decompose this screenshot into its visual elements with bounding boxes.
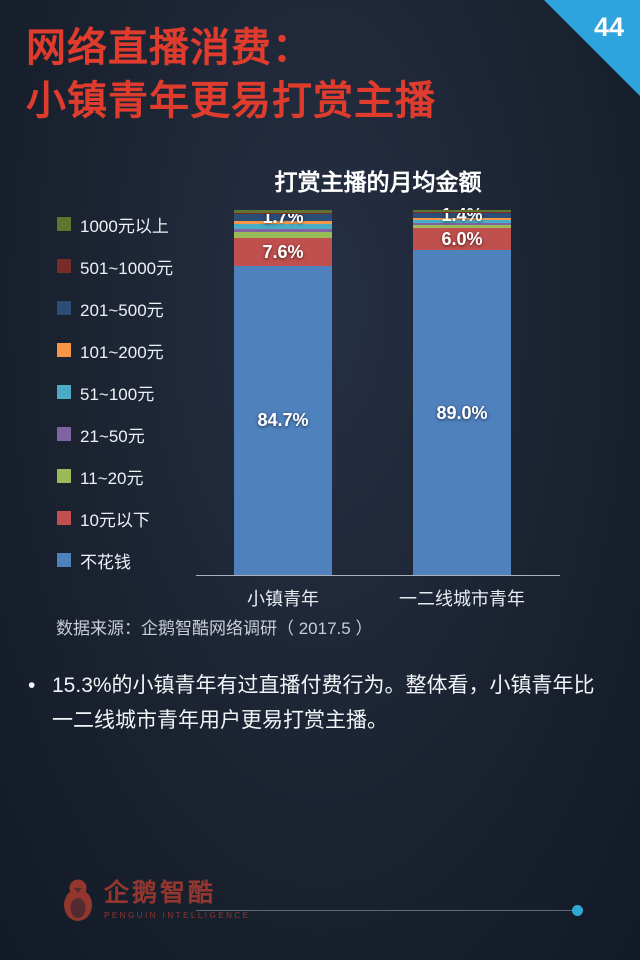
legend-swatch xyxy=(57,259,71,273)
footer-accent-dot xyxy=(572,905,583,916)
bar-segment xyxy=(413,211,511,213)
legend-item: 1000元以上 xyxy=(57,212,173,236)
legend-label: 101~200元 xyxy=(80,342,164,362)
legend-label: 501~1000元 xyxy=(80,258,174,278)
legend-item: 51~100元 xyxy=(57,380,173,404)
summary-bullet: • 15.3%的小镇青年有过直播付费行为。整体看，小镇青年比一二线城市青年用户更… xyxy=(28,668,614,738)
legend-label: 21~50元 xyxy=(80,426,145,446)
legend-item: 11~20元 xyxy=(57,464,173,488)
bullet-text: 15.3%的小镇青年有过直播付费行为。整体看，小镇青年比一二线城市青年用户更易打… xyxy=(52,674,595,732)
legend-item: 10元以下 xyxy=(57,506,173,530)
bar-segment xyxy=(234,265,332,575)
legend-label: 不花钱 xyxy=(80,552,131,572)
bar-segment xyxy=(234,212,332,215)
bar-segment xyxy=(413,210,511,212)
chart-legend: 1000元以上 501~1000元 201~500元 101~200元 51~100元 2… xyxy=(57,212,173,572)
source-note: 数据来源：企鹅智酷网络调研（ 2017.5 ） xyxy=(56,619,373,638)
legend-item: 101~200元 xyxy=(57,338,173,362)
legend-label: 201~500元 xyxy=(80,300,164,320)
bullet-marker: • xyxy=(28,674,36,697)
corner-triangle xyxy=(544,0,640,96)
legend-label: 1000元以上 xyxy=(80,216,169,236)
bar-segment xyxy=(234,228,332,233)
bar-segment xyxy=(413,222,511,225)
bar-segment xyxy=(413,228,511,251)
brand-logo: 企鹅智酷 PENGUIN INTELLIGENCE xyxy=(60,878,250,922)
legend-item: 201~500元 xyxy=(57,296,173,320)
bar-segment xyxy=(413,218,511,220)
brand-subtitle: PENGUIN INTELLIGENCE xyxy=(104,911,251,920)
legend-swatch xyxy=(57,511,71,525)
penguin-logo-icon xyxy=(64,879,92,921)
stacked-bar: 84.7% 7.6% 1.7% xyxy=(234,207,332,575)
page-title: 网络直播消费： 小镇青年更易打赏主播 xyxy=(26,22,436,128)
legend-swatch xyxy=(57,343,71,357)
bar-segment xyxy=(234,238,332,266)
brand-texts: 企鹅智酷 PENGUIN INTELLIGENCE xyxy=(104,878,250,920)
legend-swatch xyxy=(57,385,71,399)
legend-swatch xyxy=(57,427,71,441)
bar-segment xyxy=(413,224,511,229)
chart-plot-area: 84.7% 7.6% 1.7% 小镇青年 89.0% 6.0% 1.4% 一二线城市青年 xyxy=(196,205,560,609)
x-axis-line xyxy=(196,575,560,576)
bar-segment xyxy=(234,214,332,221)
page-number: 44 xyxy=(593,12,624,42)
bar-segment xyxy=(413,212,511,219)
legend-label: 10元以下 xyxy=(80,510,150,530)
legend-swatch xyxy=(57,301,71,315)
bar-segment xyxy=(234,210,332,213)
category-label: 一二线城市青年 xyxy=(399,589,525,609)
page-title-line2: 小镇青年更易打赏主播 xyxy=(26,79,436,123)
footer: 企鹅智酷 PENGUIN INTELLIGENCE xyxy=(0,872,640,942)
legend-label: 51~100元 xyxy=(80,384,155,404)
stacked-bar: 89.0% 6.0% 1.4% xyxy=(413,205,511,575)
bar-segment xyxy=(234,223,332,229)
footer-divider xyxy=(196,910,578,911)
legend-swatch xyxy=(57,469,71,483)
bar-segment xyxy=(234,220,332,224)
bar-segment xyxy=(413,250,511,575)
legend-swatch xyxy=(57,553,71,567)
chart-title: 打赏主播的月均金额 xyxy=(274,169,482,195)
bar-segment xyxy=(413,219,511,223)
legend-item: 不花钱 xyxy=(57,548,173,572)
bar-segment xyxy=(234,232,332,239)
page-title-line1: 网络直播消费： xyxy=(26,26,313,70)
legend-label: 11~20元 xyxy=(80,468,144,488)
legend-item: 501~1000元 xyxy=(57,254,173,278)
brand-name: 企鹅智酷 xyxy=(104,879,217,907)
category-label: 小镇青年 xyxy=(247,589,319,609)
legend-swatch xyxy=(57,217,71,231)
legend-item: 21~50元 xyxy=(57,422,173,446)
